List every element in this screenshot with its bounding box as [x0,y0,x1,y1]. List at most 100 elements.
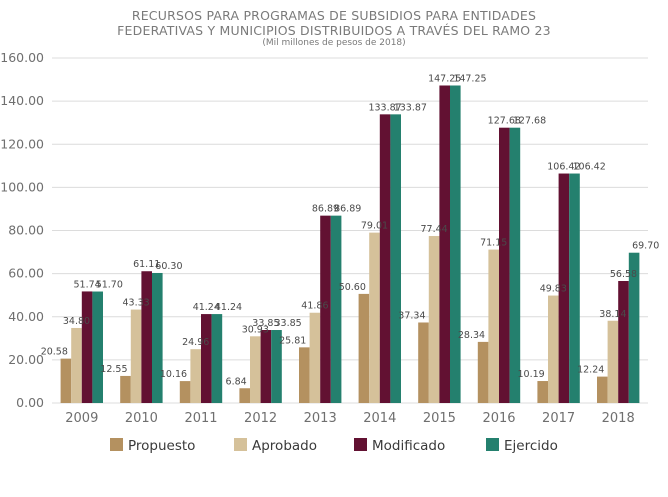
x-tick-label-2018: 2018 [602,411,635,426]
x-tick-label-2011: 2011 [184,411,217,426]
data-label-propuesto-2015: 37.34 [398,310,425,321]
data-label-modificado-2014: 133.87 [368,102,401,113]
bar-ejercido-2016 [509,127,521,403]
bar-aprobado-2018 [607,320,619,403]
data-label-modificado-2015: 147.25 [428,73,461,84]
bar-modificado-2014 [379,114,391,404]
x-tick-label-2014: 2014 [363,411,396,426]
bar-propuesto-2017 [537,381,548,403]
bar-modificado-2012 [260,330,272,403]
y-tick-label-6: 120.00 [0,136,44,151]
data-label-modificado-2010: 61.11 [133,259,160,270]
x-tick-label-2017: 2017 [542,411,575,426]
data-label-propuesto-2009: 20.58 [41,347,68,358]
bar-ejercido-2013 [330,215,342,403]
legend-swatch-propuesto [110,438,123,451]
x-tick-label-2013: 2013 [304,411,337,426]
data-label-aprobado-2009: 34.80 [63,316,90,327]
legend-swatch-aprobado [234,438,247,451]
data-label-aprobado-2015: 77.44 [420,224,447,235]
chart-title-line-1: RECURSOS PARA PROGRAMAS DE SUBSIDIOS PAR… [131,8,537,23]
data-label-propuesto-2013: 25.81 [279,335,306,346]
data-label-modificado-2018: 56.58 [610,269,637,280]
y-tick-label-3: 60.00 [8,266,44,281]
data-label-propuesto-2018: 12.24 [577,365,604,376]
y-tick-label-1: 20.00 [8,352,44,367]
legend-label-aprobado: Aprobado [252,438,317,454]
bar-modificado-2009 [81,291,93,403]
legend-swatch-modificado [354,438,367,451]
legend-label-propuesto: Propuesto [128,438,195,454]
bar-propuesto-2013 [299,347,310,403]
legend-label-ejercido: Ejercido [504,438,558,454]
chart-title-line-2: FEDERATIVAS Y MUNICIPIOS DISTRIBUIDOS A … [117,23,551,38]
data-label-modificado-2009: 51.74 [73,279,100,290]
bar-ejercido-2014 [390,114,401,404]
data-label-propuesto-2010: 12.55 [100,364,127,375]
data-label-aprobado-2017: 49.83 [540,284,567,295]
data-label-ejercido-2014: 133.87 [394,102,427,113]
bar-modificado-2017 [558,173,570,403]
legend-label-modificado: Modificado [372,438,445,454]
bar-propuesto-2011 [179,381,191,403]
data-label-aprobado-2016: 71.15 [480,238,507,249]
data-label-modificado-2011: 41.24 [193,302,220,313]
data-label-aprobado-2018: 38.14 [599,309,626,320]
data-label-ejercido-2010: 60.30 [155,261,182,272]
data-label-ejercido-2016: 127.68 [513,116,546,127]
bar-aprobado-2010 [130,309,142,403]
bar-ejercido-2010 [152,272,163,403]
bar-modificado-2018 [618,280,629,403]
bar-propuesto-2009 [60,358,72,403]
data-label-propuesto-2014: 50.60 [339,282,366,293]
data-label-modificado-2012: 33.85 [252,318,279,329]
legend-swatch-ejercido [486,438,499,451]
data-label-ejercido-2013: 86.89 [334,204,361,215]
y-tick-label-5: 100.00 [0,179,44,194]
bar-modificado-2013 [320,215,331,403]
y-tick-label-0: 0.00 [16,395,44,410]
x-tick-label-2016: 2016 [482,411,515,426]
data-label-modificado-2016: 127.68 [488,116,521,127]
bar-aprobado-2011 [190,349,201,403]
data-label-propuesto-2016: 28.34 [458,330,485,341]
bar-propuesto-2014 [358,293,370,403]
bar-ejercido-2017 [569,173,580,403]
bar-aprobado-2013 [309,312,321,403]
data-label-propuesto-2011: 10.16 [160,369,187,380]
bar-ejercido-2011 [211,314,223,403]
bar-aprobado-2015 [428,236,440,403]
bar-aprobado-2012 [250,336,261,403]
data-label-ejercido-2012: 33.85 [275,318,302,329]
data-label-ejercido-2009: 51.70 [96,280,123,291]
bar-propuesto-2016 [477,341,489,403]
bar-ejercido-2015 [450,85,461,403]
bar-modificado-2015 [439,85,450,403]
bar-propuesto-2018 [597,376,608,403]
data-label-ejercido-2018: 69.70 [632,241,659,252]
bar-ejercido-2009 [92,291,103,403]
bar-modificado-2016 [499,127,510,403]
bar-aprobado-2017 [548,295,559,403]
data-label-modificado-2017: 106.42 [547,162,580,173]
data-label-ejercido-2015: 147.25 [453,73,486,84]
y-tick-label-2: 40.00 [8,309,44,324]
bar-ejercido-2018 [628,252,640,403]
x-tick-label-2010: 2010 [125,411,158,426]
data-label-ejercido-2011: 41.24 [215,302,242,313]
y-tick-label-8: 160.00 [0,50,44,65]
chart-subtitle: (Mil millones de pesos de 2018) [262,38,406,48]
data-label-aprobado-2014: 79.01 [361,221,388,232]
data-label-aprobado-2011: 24.96 [182,337,209,348]
bar-ejercido-2012 [271,330,282,403]
bar-modificado-2011 [201,314,212,403]
bar-aprobado-2016 [488,249,499,403]
bar-modificado-2010 [141,271,152,403]
data-label-aprobado-2013: 41.86 [301,301,328,312]
data-label-aprobado-2012: 30.93 [242,324,269,335]
x-tick-label-2009: 2009 [65,411,98,426]
x-tick-label-2015: 2015 [423,411,456,426]
y-tick-label-4: 80.00 [8,223,44,238]
